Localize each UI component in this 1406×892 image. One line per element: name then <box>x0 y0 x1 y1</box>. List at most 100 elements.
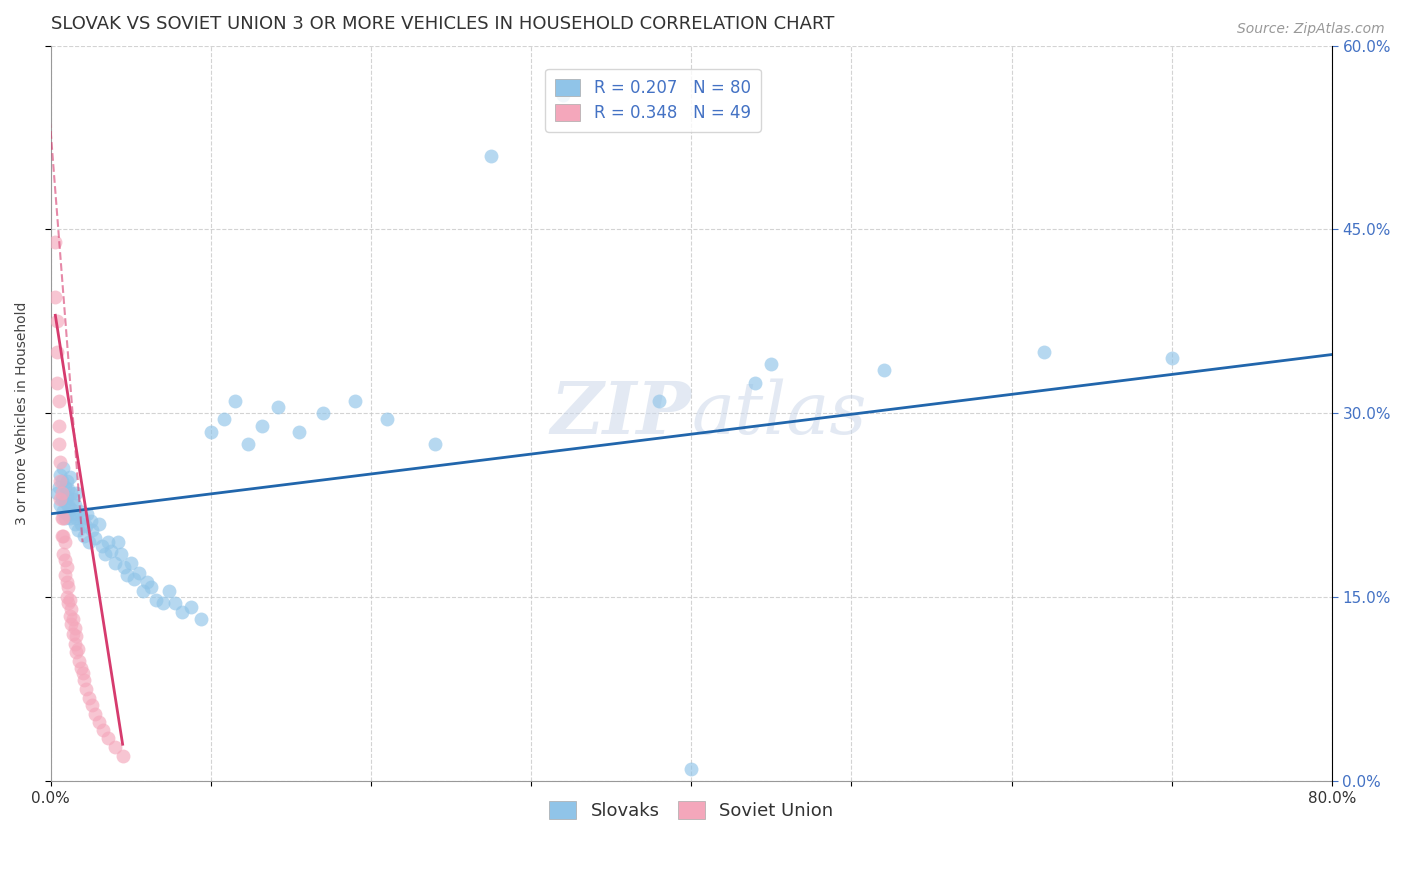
Point <box>104 556 127 570</box>
Point <box>56 596 79 610</box>
Y-axis label: 3 or more Vehicles in Household: 3 or more Vehicles in Household <box>15 301 30 525</box>
Point <box>190 612 212 626</box>
Point <box>73 529 96 543</box>
Point <box>53 480 76 494</box>
Point <box>45 376 67 390</box>
Point <box>212 412 235 426</box>
Point <box>49 467 72 482</box>
Point <box>59 470 82 484</box>
Point <box>97 731 120 745</box>
Point <box>87 516 110 531</box>
Point <box>55 490 77 504</box>
Point <box>75 519 97 533</box>
Point <box>111 749 134 764</box>
Point <box>75 682 97 697</box>
Point <box>67 504 90 518</box>
Point <box>48 480 70 494</box>
Point <box>66 523 89 537</box>
Point <box>53 535 76 549</box>
Point <box>49 492 72 507</box>
Point <box>141 580 163 594</box>
Point <box>56 483 79 497</box>
Point <box>45 314 67 328</box>
Point <box>55 507 77 521</box>
Point <box>60 617 83 632</box>
Point <box>72 666 94 681</box>
Point <box>59 592 82 607</box>
Point <box>70 516 93 531</box>
Point <box>49 498 72 512</box>
Point <box>62 627 84 641</box>
Point <box>180 599 202 614</box>
Point <box>62 612 84 626</box>
Point <box>67 654 90 668</box>
Point <box>52 461 75 475</box>
Point <box>49 455 72 469</box>
Point <box>53 494 76 508</box>
Point <box>744 376 766 390</box>
Point <box>55 575 77 590</box>
Point <box>51 510 73 524</box>
Point <box>117 568 139 582</box>
Point <box>100 543 122 558</box>
Point <box>761 357 783 371</box>
Point <box>59 510 82 524</box>
Point <box>82 698 104 712</box>
Point <box>55 559 77 574</box>
Point <box>52 529 75 543</box>
Point <box>51 492 73 507</box>
Point <box>48 394 70 409</box>
Point <box>343 394 366 409</box>
Point <box>224 394 246 409</box>
Point <box>53 510 76 524</box>
Point <box>60 486 83 500</box>
Point <box>53 553 76 567</box>
Point <box>65 486 87 500</box>
Point <box>59 608 82 623</box>
Point <box>56 498 79 512</box>
Point <box>250 418 273 433</box>
Legend: Slovaks, Soviet Union: Slovaks, Soviet Union <box>541 793 841 827</box>
Point <box>97 535 120 549</box>
Point <box>170 605 193 619</box>
Point <box>1160 351 1182 366</box>
Point <box>200 425 222 439</box>
Point <box>45 345 67 359</box>
Point <box>312 406 335 420</box>
Point <box>872 363 894 377</box>
Point <box>65 629 87 643</box>
Point <box>63 516 86 531</box>
Point <box>84 532 107 546</box>
Point <box>77 690 100 705</box>
Point <box>132 584 155 599</box>
Point <box>94 547 117 561</box>
Point <box>128 566 150 580</box>
Text: Source: ZipAtlas.com: Source: ZipAtlas.com <box>1237 22 1385 37</box>
Point <box>681 762 703 776</box>
Point <box>267 401 290 415</box>
Text: ZIP: ZIP <box>550 378 692 449</box>
Point <box>44 235 66 249</box>
Point <box>236 437 259 451</box>
Point <box>51 486 73 500</box>
Point <box>51 529 73 543</box>
Point <box>52 504 75 518</box>
Point <box>60 602 83 616</box>
Point <box>72 510 94 524</box>
Point <box>152 596 174 610</box>
Point <box>120 556 142 570</box>
Point <box>112 559 135 574</box>
Point <box>51 474 73 488</box>
Point <box>553 87 575 102</box>
Point <box>49 474 72 488</box>
Point <box>648 394 671 409</box>
Point <box>52 547 75 561</box>
Point <box>90 539 112 553</box>
Point <box>165 596 187 610</box>
Point <box>65 510 87 524</box>
Point <box>135 575 157 590</box>
Point <box>55 590 77 604</box>
Point <box>76 507 98 521</box>
Point <box>52 510 75 524</box>
Point <box>73 673 96 688</box>
